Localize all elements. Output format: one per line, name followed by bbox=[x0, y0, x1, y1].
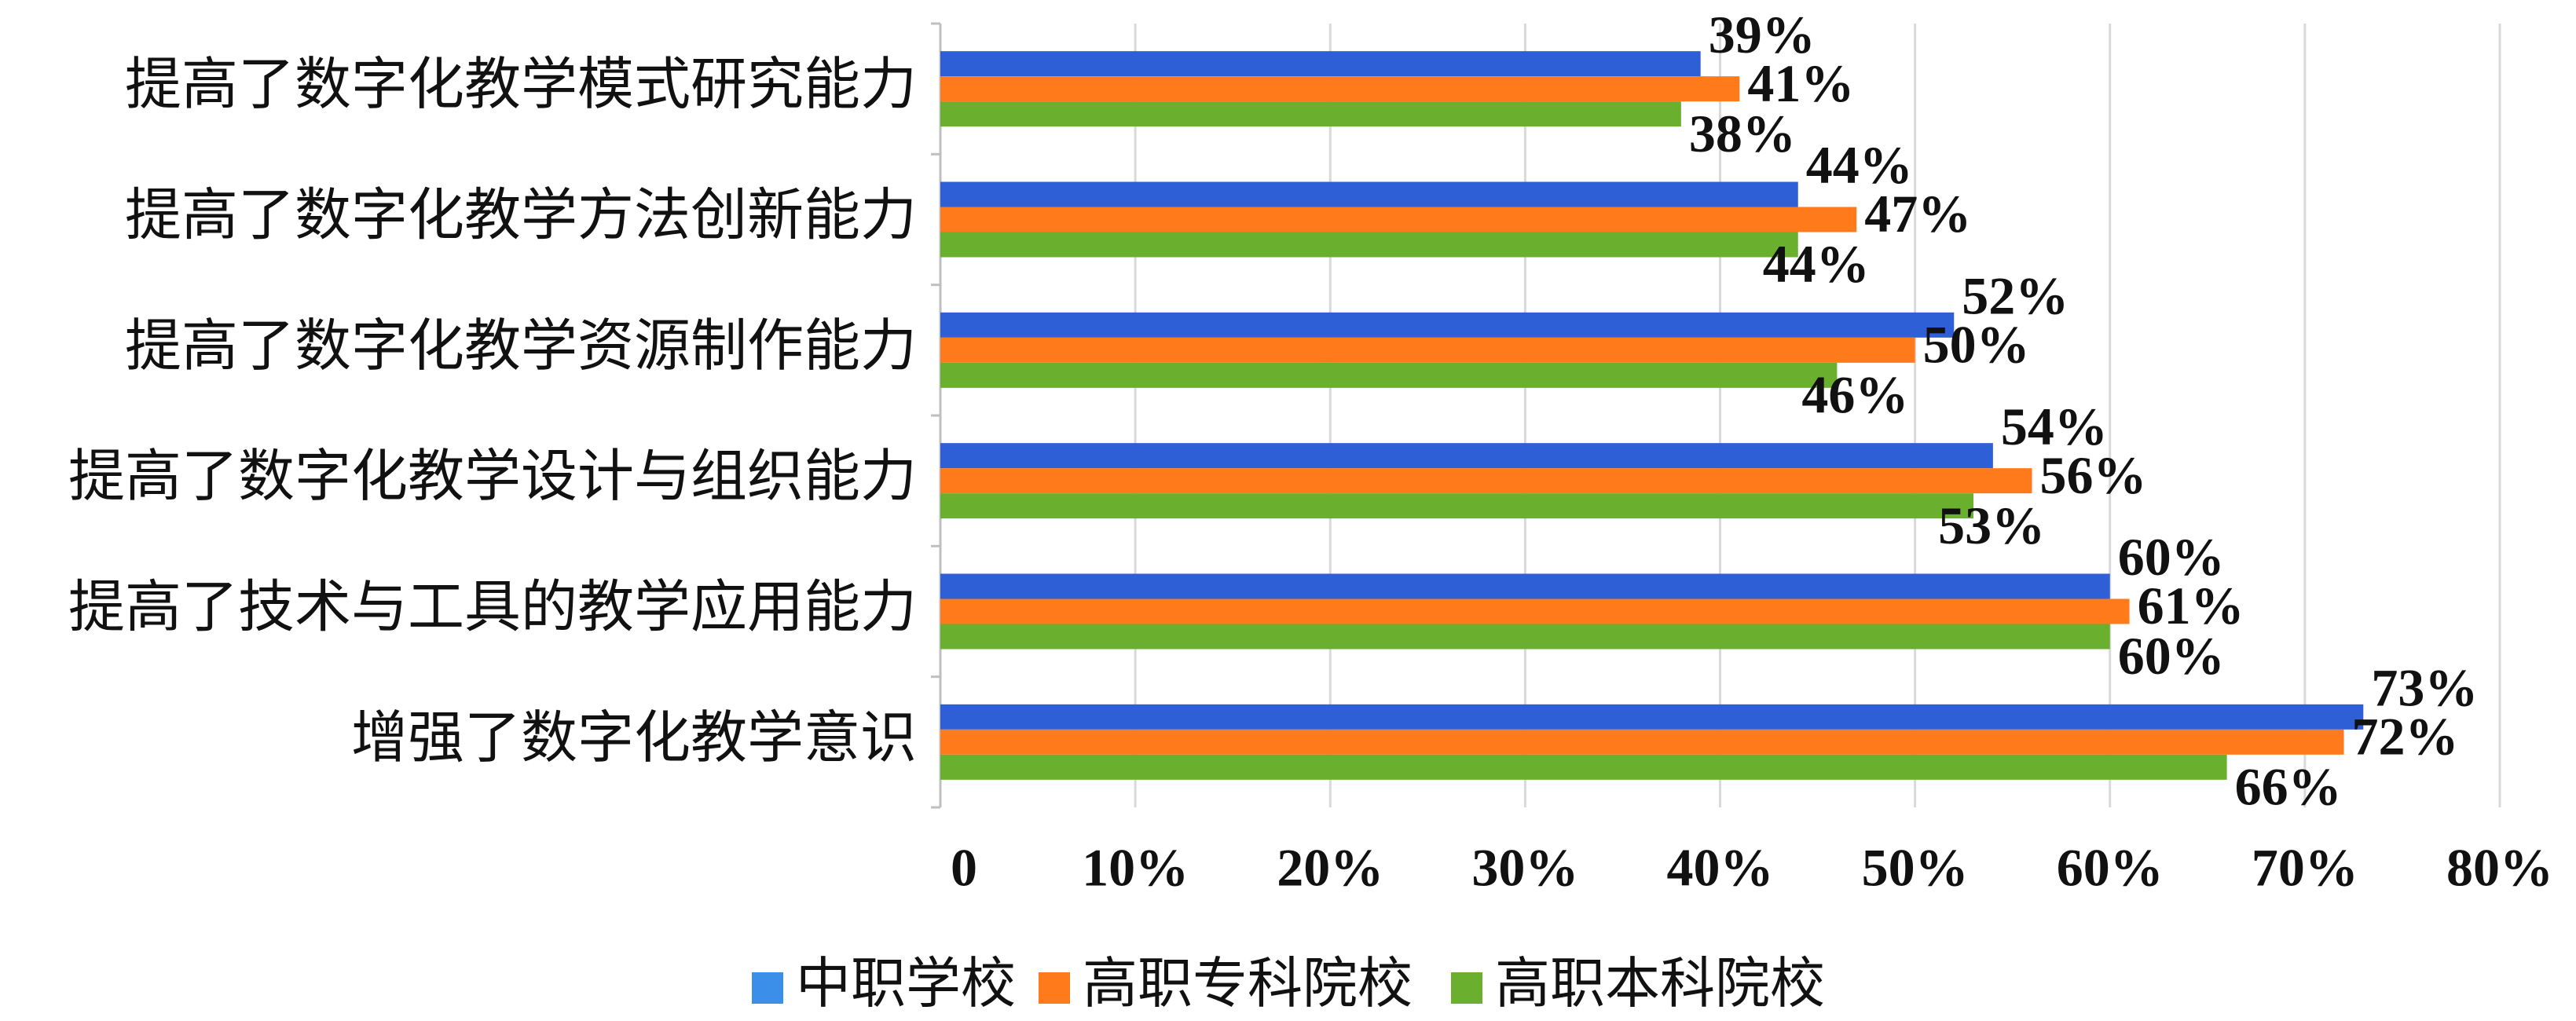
data-label: 61% bbox=[2138, 576, 2244, 635]
legend-swatch bbox=[752, 972, 783, 1004]
data-label: 60% bbox=[2118, 626, 2225, 686]
bar-1-1 bbox=[940, 51, 1701, 77]
x-tick-label: 30% bbox=[1471, 838, 1578, 898]
bar-3-5 bbox=[940, 624, 2110, 650]
x-tick-label: 60% bbox=[2057, 838, 2164, 898]
x-tick-label: 80% bbox=[2446, 838, 2553, 898]
bar-3-2 bbox=[940, 232, 1798, 258]
category-label: 提高了数字化教学资源制作能力 bbox=[125, 313, 917, 379]
data-label: 38% bbox=[1689, 104, 1796, 163]
data-label: 46% bbox=[1801, 364, 1908, 424]
data-label: 73% bbox=[2371, 657, 2478, 717]
data-label: 50% bbox=[1923, 314, 2030, 374]
data-label: 41% bbox=[1747, 53, 1854, 113]
legend-swatch bbox=[1451, 972, 1482, 1004]
category-label: 增强了数字化教学意识 bbox=[351, 704, 917, 770]
bar-3-6 bbox=[940, 754, 2227, 780]
category-label: 提高了数字化教学方法创新能力 bbox=[125, 182, 917, 248]
data-label: 56% bbox=[2040, 445, 2147, 505]
data-label: 39% bbox=[1709, 5, 1816, 64]
bar-1-3 bbox=[940, 312, 1955, 338]
data-label: 60% bbox=[2118, 527, 2225, 587]
data-label: 52% bbox=[1962, 265, 2068, 325]
legend-label: 高职专科院校 bbox=[1083, 951, 1413, 1016]
data-label: 66% bbox=[2235, 756, 2342, 816]
bar-3-4 bbox=[940, 493, 1974, 519]
legend-label: 中职学校 bbox=[796, 951, 1016, 1016]
data-label: 47% bbox=[1864, 184, 1971, 243]
bar-3-3 bbox=[940, 362, 1838, 388]
data-label: 44% bbox=[1806, 135, 1913, 195]
bar-2-2 bbox=[940, 207, 1857, 232]
legend-item-1: 中职学校 bbox=[752, 951, 1016, 1016]
x-tick-label: 70% bbox=[2252, 838, 2358, 898]
legend-label: 高职本科院校 bbox=[1495, 951, 1825, 1016]
x-tick-label: 20% bbox=[1277, 838, 1383, 898]
x-tick-label: 0 bbox=[951, 838, 977, 898]
data-label: 53% bbox=[1938, 496, 2045, 555]
category-label: 提高了数字化教学设计与组织能力 bbox=[68, 443, 917, 509]
bar-2-4 bbox=[940, 468, 2032, 494]
x-tick-label: 10% bbox=[1082, 838, 1189, 898]
legend-item-2: 高职专科院校 bbox=[1039, 951, 1413, 1016]
x-tick-label: 50% bbox=[1862, 838, 1969, 898]
legend-item-3: 高职本科院校 bbox=[1451, 951, 1825, 1016]
data-label: 72% bbox=[2352, 706, 2459, 766]
bar-1-4 bbox=[940, 443, 1993, 469]
bar-1-2 bbox=[940, 181, 1798, 207]
legend-swatch bbox=[1039, 972, 1070, 1004]
bar-2-1 bbox=[940, 76, 1740, 102]
bar-2-3 bbox=[940, 337, 1915, 363]
bar-3-1 bbox=[940, 101, 1681, 127]
x-tick-label: 40% bbox=[1667, 838, 1774, 898]
bar-2-5 bbox=[940, 598, 2130, 624]
data-label: 44% bbox=[1763, 234, 1870, 294]
category-label: 提高了技术与工具的教学应用能力 bbox=[68, 574, 917, 640]
bar-1-6 bbox=[940, 704, 2364, 730]
bar-2-6 bbox=[940, 729, 2344, 755]
category-label: 提高了数字化教学模式研究能力 bbox=[125, 51, 917, 117]
data-label: 54% bbox=[2001, 397, 2108, 456]
bar-1-5 bbox=[940, 573, 2110, 599]
